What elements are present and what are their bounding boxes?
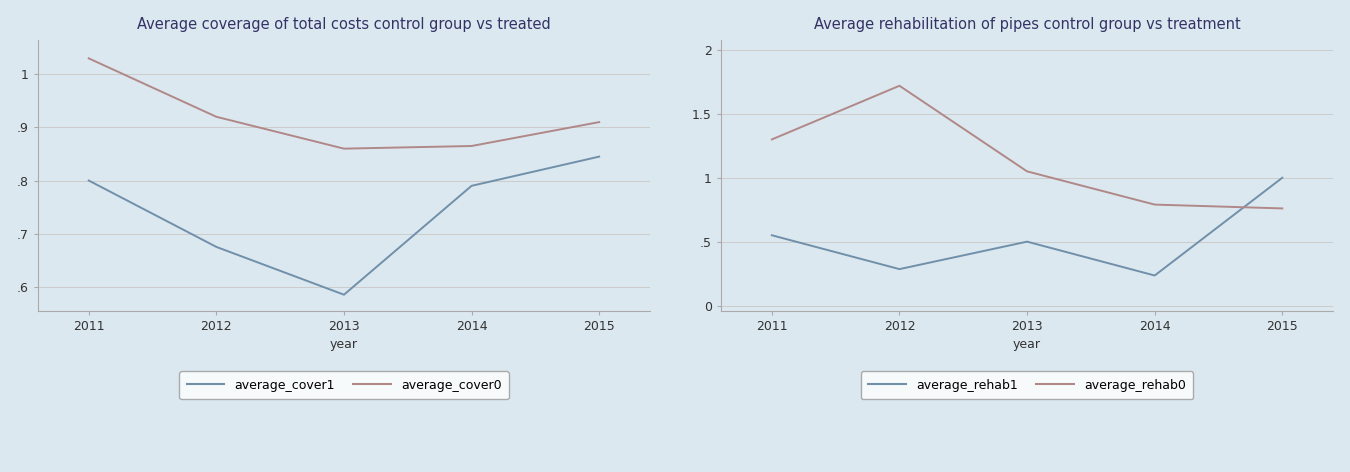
Line: average_cover0: average_cover0 <box>89 59 599 149</box>
X-axis label: year: year <box>1012 338 1041 351</box>
average_cover0 <box>463 143 479 149</box>
Line: average_rehab1: average_rehab1 <box>772 178 1282 276</box>
average_rehab0 <box>1146 202 1162 207</box>
X-axis label: year: year <box>329 338 358 351</box>
average_cover0 <box>81 56 97 61</box>
average_rehab0 <box>1019 169 1035 174</box>
average_cover1 <box>336 292 352 297</box>
average_rehab1 <box>1019 239 1035 244</box>
average_cover1 <box>81 177 97 183</box>
average_rehab1 <box>891 266 907 272</box>
average_rehab0 <box>1274 206 1291 211</box>
Title: Average rehabilitation of pipes control group vs treatment: Average rehabilitation of pipes control … <box>814 17 1241 32</box>
Legend: average_cover1, average_cover0: average_cover1, average_cover0 <box>180 371 509 399</box>
average_rehab1 <box>1274 175 1291 181</box>
average_rehab0 <box>764 136 780 142</box>
average_cover1 <box>591 154 608 160</box>
average_cover1 <box>208 244 224 250</box>
average_cover0 <box>336 146 352 152</box>
average_rehab1 <box>764 232 780 238</box>
average_rehab1 <box>1146 273 1162 278</box>
Line: average_cover1: average_cover1 <box>89 157 599 295</box>
average_cover1 <box>463 183 479 189</box>
average_cover0 <box>591 119 608 125</box>
average_cover0 <box>208 114 224 119</box>
average_rehab0 <box>891 83 907 89</box>
Title: Average coverage of total costs control group vs treated: Average coverage of total costs control … <box>138 17 551 32</box>
Line: average_rehab0: average_rehab0 <box>772 86 1282 209</box>
Legend: average_rehab1, average_rehab0: average_rehab1, average_rehab0 <box>861 371 1193 399</box>
